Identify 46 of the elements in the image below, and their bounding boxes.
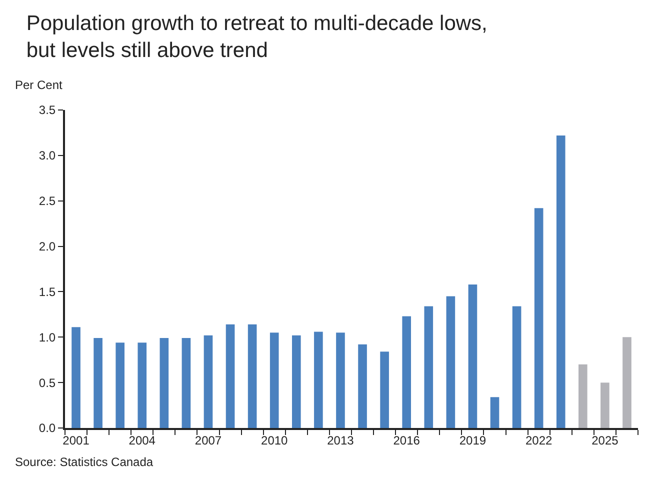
- x-tick-label: 2013: [327, 433, 354, 448]
- bar: [512, 306, 522, 428]
- y-tick-label: 2.5: [38, 194, 56, 208]
- bar: [204, 335, 213, 428]
- y-tick-label: 1.5: [38, 284, 56, 299]
- bar: [380, 352, 389, 428]
- bar: [160, 338, 169, 428]
- bar: [72, 327, 80, 428]
- x-tick-label: 2010: [261, 433, 288, 448]
- x-tick-label: 2025: [592, 433, 619, 448]
- bar: [468, 284, 478, 428]
- y-axis-title: Per Cent: [15, 78, 64, 92]
- x-tick-label: 2004: [128, 433, 156, 448]
- y-tick-label: 2.0: [38, 239, 56, 254]
- bar: [490, 397, 500, 428]
- bar: [600, 382, 610, 428]
- x-tick-label: 2001: [62, 433, 90, 448]
- y-tick-label: 0.5: [38, 376, 56, 390]
- bar: [270, 332, 279, 428]
- bar: [336, 332, 345, 428]
- bar: [578, 364, 588, 428]
- bar: [138, 342, 147, 428]
- source-note: Source: Statistics Canada: [15, 455, 154, 469]
- bar: [402, 316, 411, 428]
- bar: [358, 344, 367, 428]
- bar: [292, 335, 301, 428]
- chart-title: Population growth to retreat to multi-decade lows, but levels still above trend: [26, 12, 488, 62]
- bar: [116, 342, 124, 428]
- bar: [314, 332, 323, 428]
- x-tick-label: 2019: [459, 433, 486, 448]
- bar: [446, 296, 456, 428]
- bar: [182, 338, 191, 428]
- bar: [424, 306, 434, 428]
- bar: [534, 208, 544, 428]
- x-tick-label: 2022: [525, 433, 552, 448]
- x-tick-label: 2016: [393, 433, 420, 448]
- bar: [556, 135, 566, 428]
- y-tick-label: 3.5: [38, 103, 56, 118]
- bar: [226, 324, 235, 428]
- bar: [248, 324, 257, 428]
- bar: [622, 337, 632, 428]
- y-tick-label: 0.0: [38, 421, 56, 436]
- y-tick-label: 1.0: [38, 330, 56, 344]
- y-tick-label: 3.0: [38, 148, 56, 163]
- x-tick-label: 2007: [194, 433, 222, 448]
- bar: [94, 338, 102, 428]
